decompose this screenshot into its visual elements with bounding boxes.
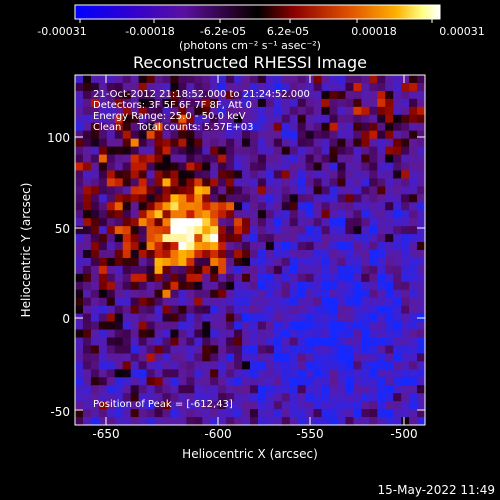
y-axis xyxy=(75,136,425,411)
rhessi-image xyxy=(75,75,425,425)
colorbar-tick-label: -6.2e-05 xyxy=(200,25,246,38)
footer-timestamp: 15-May-2022 11:49 xyxy=(378,483,495,497)
info-energy: Energy Range: 25.0 - 50.0 keV xyxy=(93,111,246,122)
colorbar-ticks xyxy=(79,19,433,23)
colorbar-tick-label: -0.00018 xyxy=(125,25,174,38)
plot-frame xyxy=(74,74,426,426)
x-tick-label: -550 xyxy=(296,427,323,441)
x-tick-label: -500 xyxy=(390,427,417,441)
x-tick-label: -650 xyxy=(92,427,119,441)
info-time-range: 21-Oct-2012 21:18:52.000 to 21:24:52.000 xyxy=(93,89,310,100)
colorbar-tick-label: 0.00031 xyxy=(439,25,485,38)
y-axis-label: Heliocentric Y (arcsec) xyxy=(19,183,33,318)
colorbar xyxy=(74,4,441,20)
y-tick-label: 50 xyxy=(55,222,70,236)
colorbar-unit: (photons cm⁻² s⁻¹ asec⁻²) xyxy=(179,39,321,52)
colorbar-tick-label: 6.2e-05 xyxy=(267,25,309,38)
x-axis-label: Heliocentric X (arcsec) xyxy=(182,447,318,461)
x-tick-label: -600 xyxy=(204,427,231,441)
plot-title: Reconstructed RHESSI Image xyxy=(133,53,367,72)
y-tick-label: 100 xyxy=(47,131,70,145)
y-tick-label: -50 xyxy=(50,405,70,419)
colorbar-tick-label: -0.00031 xyxy=(37,25,86,38)
y-tick-label: 0 xyxy=(62,312,70,326)
colorbar-tick-label: 0.00018 xyxy=(351,25,397,38)
info-clean: Clean Total counts: 5.57E+03 xyxy=(93,122,253,133)
x-axis xyxy=(105,75,405,425)
peak-position: Position of Peak = [-612,43] xyxy=(93,399,233,410)
info-detectors: Detectors: 3F 5F 6F 7F 8F, Att 0 xyxy=(93,100,252,111)
